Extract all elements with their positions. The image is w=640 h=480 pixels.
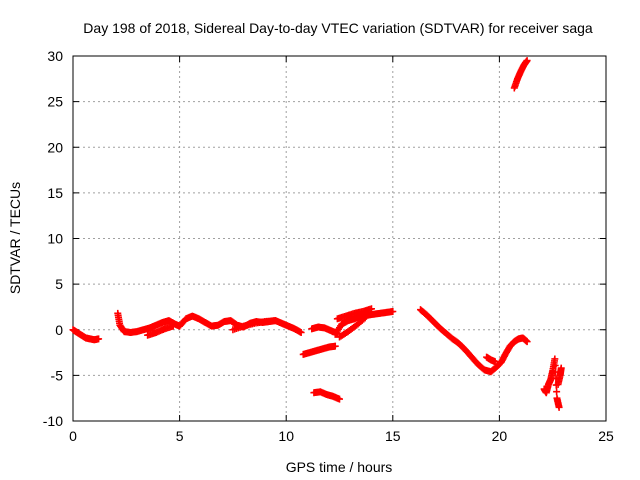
- data-point-marker: [336, 395, 343, 403]
- data-point-marker: [361, 314, 369, 322]
- data-point-marker: [491, 358, 499, 366]
- data-point-marker: [551, 361, 559, 369]
- chart-title: Day 198 of 2018, Sidereal Day-to-day VTE…: [83, 20, 593, 36]
- x-tick-label: 20: [492, 428, 508, 444]
- data-point-marker: [95, 335, 103, 343]
- x-tick-label: 10: [278, 428, 294, 444]
- data-point-marker: [331, 342, 339, 350]
- data-point-marker: [360, 315, 368, 323]
- data-point-marker: [557, 364, 565, 372]
- y-tick-label: 15: [47, 185, 63, 201]
- data-point-marker: [553, 388, 561, 396]
- data-point-marker: [551, 355, 559, 363]
- y-tick-label: 0: [55, 322, 63, 338]
- data-point-marker: [523, 338, 531, 346]
- x-tick-label: 0: [69, 428, 77, 444]
- data-point-marker: [555, 403, 563, 411]
- y-tick-label: 30: [47, 48, 63, 64]
- y-tick-label: -10: [43, 413, 63, 429]
- data-point-marker: [367, 305, 375, 313]
- y-axis-label: SDTVAR / TECUs: [7, 182, 23, 294]
- data-points: [69, 57, 565, 411]
- grid: [73, 56, 606, 421]
- y-tick-label: 20: [47, 139, 63, 155]
- x-axis-label: GPS time / hours: [286, 459, 393, 475]
- y-tick-label: 5: [55, 276, 63, 292]
- data-point-marker: [272, 317, 280, 325]
- data-point-marker: [169, 322, 177, 330]
- y-tick-label: 25: [47, 94, 63, 110]
- y-tick-label: -5: [51, 367, 64, 383]
- data-point-marker: [389, 308, 397, 315]
- axis-ticks: 0 5 10 15 20 25 -10 -5 0 5 10 15 20 25 30: [43, 48, 614, 444]
- x-tick-label: 5: [176, 428, 184, 444]
- data-point-marker: [523, 57, 531, 65]
- y-tick-label: 10: [47, 231, 63, 247]
- x-tick-label: 15: [385, 428, 401, 444]
- data-point-marker: [297, 328, 305, 336]
- x-tick-label: 25: [598, 428, 614, 444]
